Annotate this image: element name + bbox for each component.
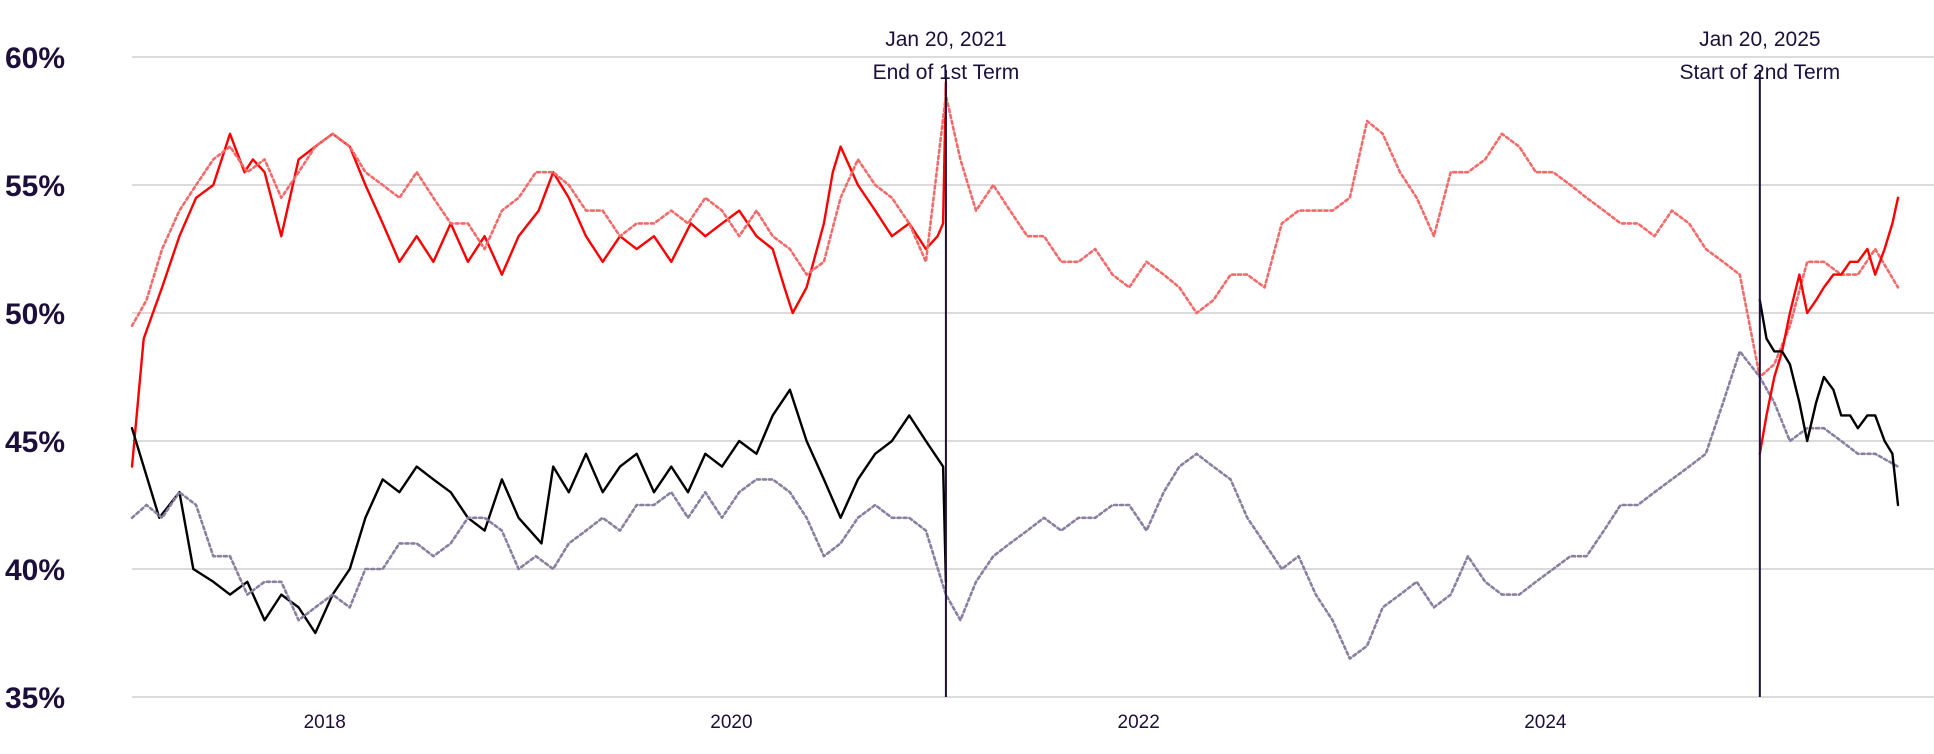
series-line-0 (130, 81, 948, 468)
annotation-date-label: Jan 20, 2025 (1699, 28, 1820, 51)
x-tick-label: 2018 (304, 712, 346, 733)
series-line-2 (130, 94, 1900, 379)
series-layer (130, 81, 1900, 660)
annotation-term-label: End of 1st Term (873, 61, 1020, 84)
annotation-date-label: Jan 20, 2021 (885, 28, 1006, 51)
y-tick-label: 35% (5, 682, 65, 715)
series-line-1 (130, 388, 948, 635)
y-tick-label: 40% (5, 554, 65, 587)
annotation-term-label: Start of 2nd Term (1679, 61, 1840, 84)
y-tick-label: 60% (5, 42, 65, 75)
axis-layer: 35% 40% 45% 50% 55% 60% 2018 2020 2022 2024 (5, 42, 1567, 733)
series-line-4 (1758, 196, 1900, 455)
annotation-layer: Jan 20, 2021 End of 1st Term Jan 20, 2025 S… (873, 28, 1840, 697)
y-tick-label: 45% (5, 426, 65, 459)
x-tick-label: 2024 (1524, 712, 1567, 733)
y-tick-label: 55% (5, 170, 65, 203)
x-tick-label: 2022 (1118, 712, 1160, 733)
y-tick-label: 50% (5, 298, 65, 331)
series-line-5 (1758, 299, 1900, 507)
grid-layer (132, 56, 1934, 698)
series-line-3 (130, 350, 1900, 660)
x-tick-label: 2020 (710, 712, 752, 733)
